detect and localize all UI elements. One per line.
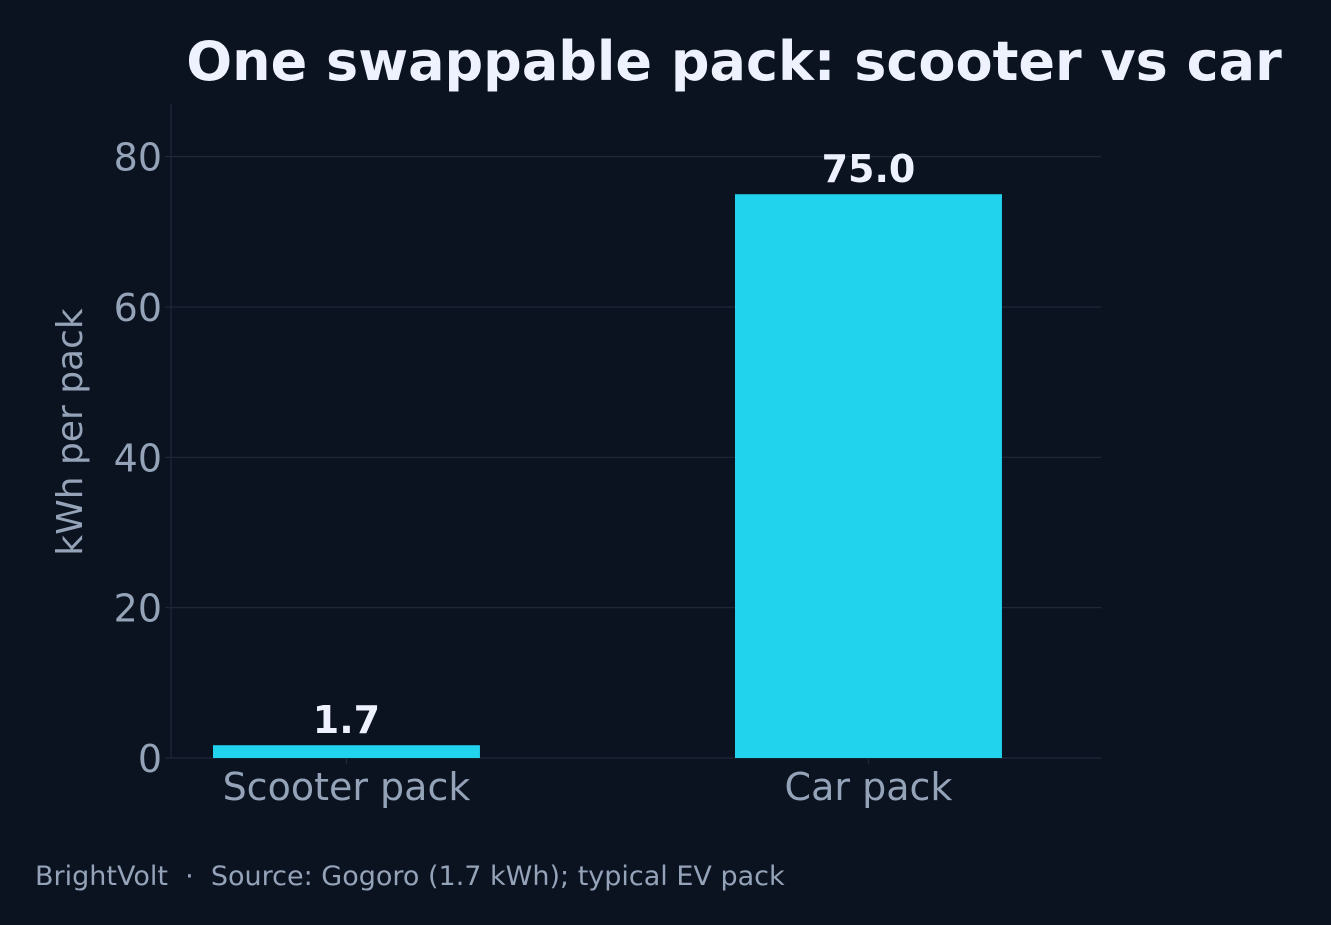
- bar-scooter-pack: [213, 745, 480, 758]
- y-tick-label: 80: [114, 136, 162, 180]
- y-axis-label: kWh per pack: [50, 308, 91, 556]
- y-tick-label: 20: [114, 587, 162, 631]
- chart-title: One swappable pack: scooter vs car: [186, 30, 1282, 93]
- bar-value-labels: 1.7 75.0: [313, 147, 916, 742]
- y-tick-label: 0: [138, 737, 162, 781]
- footer-source-text: BrightVolt · Source: Gogoro (1.7 kWh); t…: [35, 861, 785, 892]
- y-tick-label: 60: [114, 286, 162, 330]
- y-tick-labels: 0 20 40 60 80: [114, 136, 162, 781]
- x-tick-label: Car pack: [785, 765, 953, 809]
- x-tick-labels: Scooter pack Car pack: [223, 765, 953, 809]
- bars: [213, 194, 1002, 758]
- x-tick-label: Scooter pack: [223, 765, 471, 809]
- bar-value-label: 75.0: [822, 147, 916, 191]
- y-tick-label: 40: [114, 436, 162, 480]
- bar-value-label: 1.7: [313, 698, 380, 742]
- bar-car-pack: [735, 194, 1002, 758]
